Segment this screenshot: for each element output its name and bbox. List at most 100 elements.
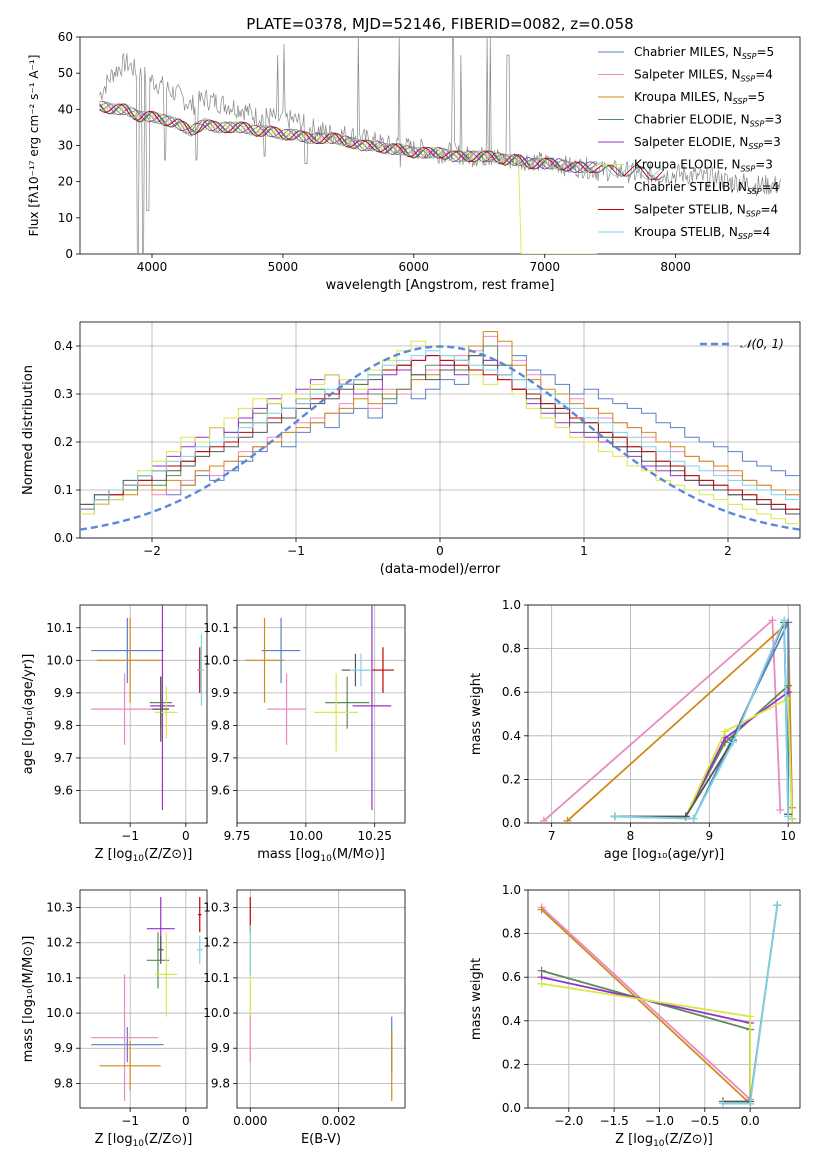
- weight_vs_age-frame: [527, 604, 801, 824]
- y-tick-label: 10.0: [203, 653, 230, 667]
- y-axis-label: mass weight: [469, 673, 484, 755]
- y-tick-label: 10.3: [46, 901, 73, 915]
- figure-title: PLATE=0378, MJD=52146, FIBERID=0082, z=0…: [246, 15, 633, 33]
- spectrum-frame: [79, 36, 801, 255]
- y-tick-label: 0.6: [502, 970, 521, 984]
- y-tick-label: 10.0: [46, 1006, 73, 1020]
- weight_vs_age-plot: [539, 616, 797, 823]
- legend-label: Salpeter ELODIE, NSSP=3: [634, 135, 781, 151]
- y-tick-label: 0.8: [502, 927, 521, 941]
- mass_vs_Z-axes: −1 0 9.8 9.9 10.0 10.1 10.2 10.3 Z [log10(Z/Z⊙)]…: [21, 889, 208, 1149]
- y-tick-label: 0.6: [502, 685, 521, 699]
- y-tick-label: 0.8: [502, 642, 521, 656]
- y-axis-label: mass [log₁₀(M/M⊙)]: [21, 936, 36, 1063]
- histogram-step-KroupaSTELIB: [80, 350, 800, 510]
- x-tick-label: 0.0: [741, 1114, 760, 1128]
- y-tick-label: 9.6: [54, 783, 73, 797]
- y-tick-label: 0.4: [502, 1014, 521, 1028]
- mass_vs_ebv-frame: [236, 889, 406, 1109]
- y-tick-label: 0.3: [54, 387, 73, 401]
- histogram-step-ChabrierMILES: [80, 355, 800, 505]
- gaussian-legend-label: 𝒩(0, 1): [740, 337, 784, 351]
- y-tick-label: 1.0: [502, 883, 521, 897]
- x-tick-label: 7000: [529, 260, 560, 274]
- y-tick-label: 10.1: [46, 971, 73, 985]
- age_vs_Z-frame: [79, 604, 208, 824]
- weight-line-ChabrierELODIE: [541, 969, 751, 1104]
- y-tick-label: 9.8: [54, 718, 73, 732]
- y-tick-label: 0.4: [54, 339, 73, 353]
- y-tick-label: 10.1: [203, 621, 230, 635]
- y-tick-label: 10.2: [46, 936, 73, 950]
- y-tick-label: 10.3: [203, 901, 230, 915]
- y-tick-label: 0.0: [54, 531, 73, 545]
- x-axis-label: Z [log10(Z/Z⊙)]: [95, 847, 193, 864]
- x-tick-label: 9: [706, 829, 714, 843]
- x-tick-label: −1.0: [645, 1114, 674, 1128]
- weight-line-KroupaELODIE: [541, 982, 751, 1104]
- y-tick-label: 60: [58, 30, 73, 44]
- gaussian-curve: [80, 345, 800, 531]
- x-tick-label: 8: [627, 829, 635, 843]
- x-axis-label: (data-model)/error: [380, 562, 501, 577]
- age_vs_mass-axes: 9.75 10.00 10.25 9.6 9.7 9.8 9.9 10.0 10.1 mass […: [203, 604, 406, 864]
- y-tick-label: 9.9: [211, 1041, 230, 1055]
- x-tick-label: 5000: [268, 260, 299, 274]
- y-tick-label: 10.0: [46, 653, 73, 667]
- x-tick-label: −1: [121, 829, 139, 843]
- y-axis-label: Normed distribution: [21, 365, 36, 495]
- model-spectrum-line-ChabrierSTELIB: [99, 103, 663, 181]
- y-tick-label: 0: [65, 247, 73, 261]
- y-tick-label: 9.8: [211, 1076, 230, 1090]
- x-tick-label: 4000: [137, 260, 168, 274]
- weight-line-KroupaSTELIB: [614, 619, 790, 820]
- y-tick-label: 30: [58, 139, 73, 153]
- histogram-step-SalpeterSTELIB: [80, 355, 800, 510]
- legend-label: Kroupa ELODIE, NSSP=3: [634, 158, 773, 174]
- y-tick-label: 40: [58, 102, 73, 116]
- x-tick-label: −2: [143, 544, 161, 558]
- legend-label: Chabrier ELODIE, NSSP=3: [634, 113, 782, 129]
- weight-line-SalpeterELODIE: [541, 976, 751, 1104]
- y-tick-label: 9.9: [54, 686, 73, 700]
- y-tick-label: 9.8: [211, 718, 230, 732]
- weight_vs_Z-plot: [537, 901, 782, 1108]
- y-tick-label: 10.1: [46, 621, 73, 635]
- x-axis-label: age [log₁₀(age/yr)]: [604, 847, 725, 862]
- y-tick-label: 9.7: [54, 751, 73, 765]
- y-tick-label: 0.2: [502, 1057, 521, 1071]
- y-tick-label: 9.9: [211, 686, 230, 700]
- age_vs_mass-plot: [245, 605, 394, 810]
- x-tick-label: −0.5: [690, 1114, 719, 1128]
- y-tick-label: 50: [58, 66, 73, 80]
- weight-line-KroupaMILES: [566, 620, 793, 822]
- spectrum-plot: [99, 37, 781, 254]
- mass_vs_ebv-axes: 0.000 0.002 9.8 9.9 10.0 10.1 10.2 10.3 E(B-V): [203, 889, 406, 1147]
- legend-label: Salpeter MILES, NSSP=4: [634, 68, 773, 84]
- x-axis-label: wavelength [Angstrom, rest frame]: [326, 278, 555, 293]
- y-tick-label: 0.2: [502, 772, 521, 786]
- y-tick-label: 10.0: [203, 1006, 230, 1020]
- x-axis-label: E(B-V): [301, 1132, 341, 1147]
- x-axis-label: Z [log10(Z/Z⊙)]: [95, 1132, 193, 1149]
- x-tick-label: 6000: [399, 260, 430, 274]
- x-tick-label: 0: [182, 1114, 190, 1128]
- y-axis-label: mass weight: [469, 958, 484, 1040]
- x-tick-label: 10: [781, 829, 796, 843]
- x-tick-label: 7: [548, 829, 556, 843]
- y-tick-label: 9.9: [54, 1041, 73, 1055]
- y-tick-label: 1.0: [502, 598, 521, 612]
- spectrum-legend: Chabrier MILES, NSSP=5 Salpeter MILES, NS…: [598, 45, 782, 241]
- model-spectrum-line-SalpeterELODIE: [99, 100, 598, 173]
- x-tick-label: 10.25: [358, 829, 392, 843]
- age_vs_mass-frame: [236, 604, 406, 824]
- weight-line-KroupaMILES: [540, 908, 751, 1106]
- y-tick-label: 10.1: [203, 971, 230, 985]
- weight_vs_age-axes: 7 8 9 10 0.0 0.2 0.4 0.6 0.8 1.0 age [log₁₀(age/yr…: [469, 598, 801, 862]
- x-tick-label: 2: [724, 544, 732, 558]
- residuals-frame: [79, 321, 801, 539]
- x-axis-label: mass [log10(M/M⊙)]: [257, 847, 385, 864]
- mass_vs_ebv-plot: [249, 897, 393, 1101]
- y-tick-label: 10.2: [203, 936, 230, 950]
